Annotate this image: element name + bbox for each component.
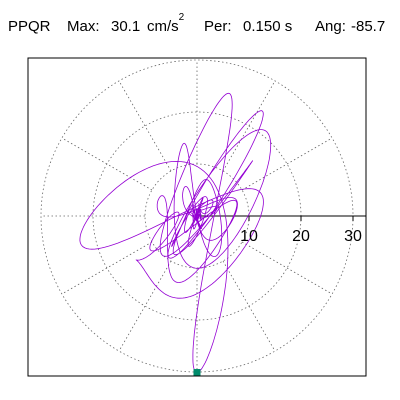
grid-spoke-150 [61,137,153,191]
per-label: Per: [204,18,232,35]
grid-spoke-210 [61,241,153,295]
grid-spoke-240 [118,260,172,352]
tick-label-20: 20 [292,228,310,245]
max-unit: cm/s2 [147,12,184,35]
radial-tick-labels: 10 20 30 [240,228,362,245]
grid-spoke-60 [222,80,276,172]
grid-spoke-30 [241,137,333,191]
polar-axes [197,215,366,221]
orbit-trace [79,92,272,373]
peak-marker [193,369,201,377]
station-code: PPQR [8,18,51,35]
max-label: Max: [67,18,100,35]
grid-spoke-120 [118,80,172,172]
per-value: 0.150 s [243,18,293,35]
plot-frame [27,57,367,377]
grid-spoke-330 [241,241,333,295]
tick-label-10: 10 [240,228,258,245]
ang-value: -85.7 [351,18,386,35]
max-unit-base: cm/s [147,18,179,35]
plot-header: PPQR Max: 30.1 cm/s2 Per: 0.150 s Ang: -… [8,12,400,38]
grid-spoke-300 [222,260,276,352]
max-unit-exponent: 2 [178,12,185,23]
max-value: 30.1 [111,18,141,35]
motion-orbit [79,92,272,373]
peak-marker-layer [193,369,201,377]
ang-label: Ang: [315,18,346,35]
tick-label-30: 30 [344,228,362,245]
